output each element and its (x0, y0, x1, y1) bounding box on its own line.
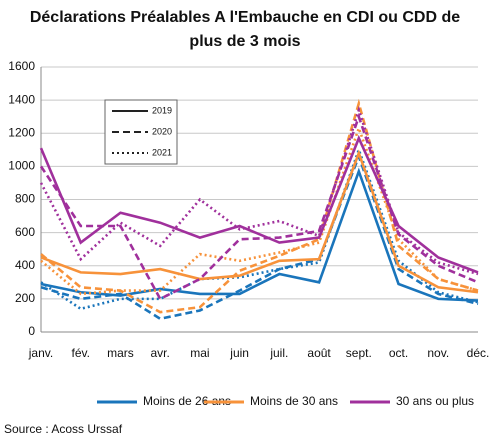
series-line (40, 152, 479, 321)
chart-title: plus de 3 mois (189, 33, 300, 50)
x-tick-label: avr. (151, 346, 170, 360)
source-note: Source : Acoss Urssaf (4, 422, 123, 436)
legend-label: 30 ans ou plus (396, 394, 474, 408)
series-line (39, 112, 479, 301)
legend-label: 2021 (152, 147, 172, 157)
legend-label: Moins de 26 ans (143, 394, 231, 408)
x-tick-label: oct. (389, 346, 408, 360)
legend-label: 2019 (152, 105, 172, 115)
legend-label: 2020 (152, 126, 172, 136)
x-tick-label: juin (229, 346, 249, 360)
series-line (40, 149, 479, 294)
series-line (40, 124, 479, 296)
x-tick-label: déc. (467, 346, 490, 360)
series-line (40, 167, 479, 302)
x-tick-label: janv. (28, 346, 53, 360)
x-tick-label: nov. (427, 346, 449, 360)
series-line (39, 134, 479, 274)
x-tick-label: août (307, 346, 331, 360)
x-tick-label: sept. (346, 346, 372, 360)
x-tick-label: juil. (269, 346, 288, 360)
x-tick-label: mai (190, 346, 209, 360)
y-tick-label: 0 (28, 324, 35, 338)
y-tick-label: 1600 (8, 59, 35, 73)
y-tick-label: 1400 (8, 92, 35, 106)
y-tick-label: 800 (15, 192, 35, 206)
series-line (39, 105, 479, 276)
y-tick-label: 400 (15, 258, 35, 272)
x-tick-label: fév. (72, 346, 90, 360)
chart-title: Déclarations Préalables A l'Embauche en … (30, 9, 460, 26)
y-tick-label: 600 (15, 225, 35, 239)
y-tick-label: 200 (15, 291, 35, 305)
series-line (40, 145, 479, 311)
x-tick-label: mars (107, 346, 134, 360)
y-tick-label: 1000 (8, 159, 35, 173)
y-tick-label: 1200 (8, 125, 35, 139)
legend-label: Moins de 30 ans (250, 394, 338, 408)
